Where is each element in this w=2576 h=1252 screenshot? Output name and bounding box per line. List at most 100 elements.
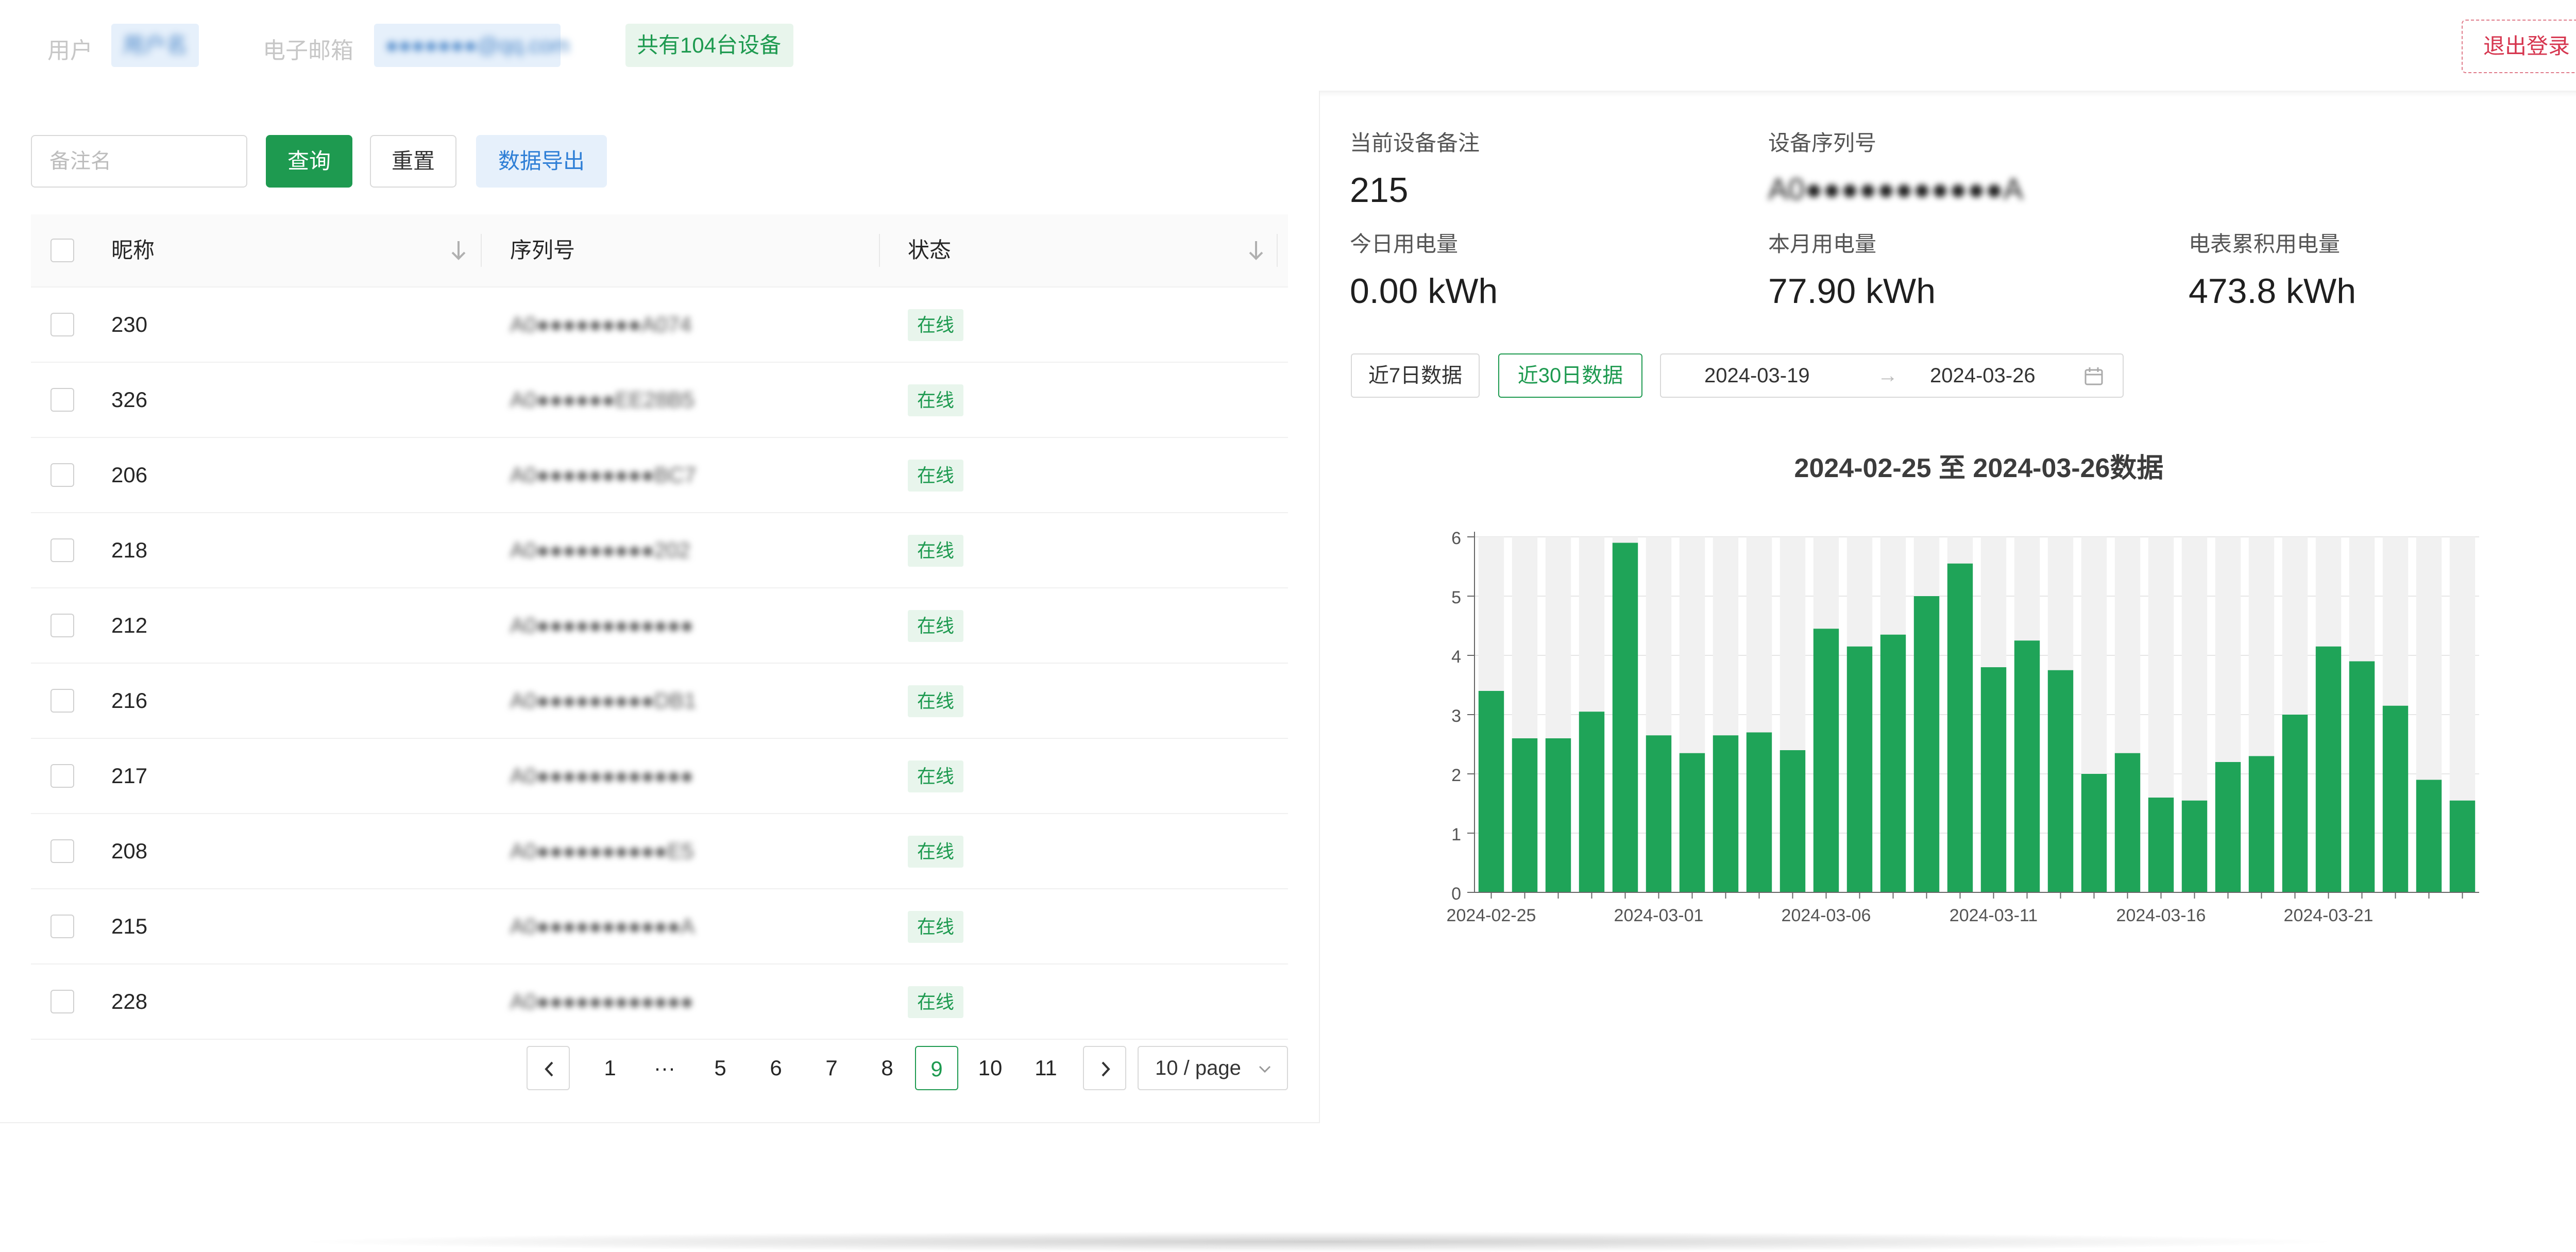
y-tick-label: 0: [1451, 884, 1461, 904]
table-row[interactable]: 206 A0●●●●●●●●●BC7 在线: [31, 438, 1288, 513]
chart-title: 2024-02-25 至 2024-03-26数据: [1794, 453, 2164, 483]
table-row[interactable]: 216 A0●●●●●●●●●DB1 在线: [31, 664, 1288, 739]
sort-arrow-icon[interactable]: [448, 237, 469, 264]
bar-2024-03-08: [1880, 634, 1906, 892]
row-serial: A0●●●●●●●●●●●A: [510, 914, 695, 938]
row-serial: A0●●●●●●●●●●E5: [510, 839, 694, 863]
y-tick-label: 3: [1451, 706, 1461, 726]
status-badge: 在线: [908, 760, 964, 792]
last-7-days-button[interactable]: 近7日数据: [1351, 353, 1480, 398]
table-row[interactable]: 218 A0●●●●●●●●●202 在线: [31, 513, 1288, 588]
top-header: 用户 用户名 电子邮箱 ●●●●●●●@qq.com 共有104台设备 退出登录: [0, 0, 2576, 91]
row-nickname: 230: [111, 312, 148, 336]
email-value: ●●●●●●●@qq.com: [385, 33, 570, 57]
page-button[interactable]: 1: [604, 1056, 616, 1080]
row-serial: A0●●●●●●●●A074: [510, 312, 692, 336]
email-label: 电子邮箱: [263, 38, 353, 63]
select-all-checkbox[interactable]: [50, 239, 74, 262]
row-checkbox[interactable]: [50, 538, 74, 562]
bar-2024-02-27: [1545, 738, 1571, 892]
prev-page-button[interactable]: [527, 1046, 570, 1090]
status-badge: 在线: [908, 460, 964, 492]
row-checkbox[interactable]: [50, 764, 74, 788]
status-badge: 在线: [908, 986, 964, 1018]
bar-2024-03-14: [2081, 774, 2107, 892]
sort-arrow-icon[interactable]: [1246, 237, 1266, 264]
range-arrow-icon: →: [1877, 364, 1898, 387]
row-serial: A0●●●●●●●●●●●●: [510, 613, 693, 637]
table-row[interactable]: 217 A0●●●●●●●●●●●● 在线: [31, 739, 1288, 814]
remark-search-input[interactable]: [31, 135, 247, 188]
page-button[interactable]: 10: [978, 1056, 1003, 1080]
page-button[interactable]: 6: [770, 1056, 782, 1080]
x-tick-label: 2024-03-06: [1782, 906, 1871, 925]
y-tick-label: 5: [1451, 588, 1461, 607]
column-divider: [879, 234, 880, 267]
bar-2024-03-25: [2449, 800, 2476, 892]
bar-2024-03-10: [1947, 563, 1973, 892]
page-button[interactable]: 11: [1035, 1056, 1057, 1080]
bar-2024-03-18: [2215, 762, 2241, 892]
bar-2024-03-12: [2014, 640, 2040, 892]
start-date[interactable]: 2024-03-19: [1704, 364, 1810, 387]
table-row[interactable]: 228 A0●●●●●●●●●●●● 在线: [31, 965, 1288, 1040]
column-divider: [1277, 234, 1278, 267]
page-button[interactable]: 7: [825, 1056, 838, 1080]
total-usage-label: 电表累积用电量: [2189, 232, 2341, 256]
table-row[interactable]: 326 A0●●●●●●EE28B5 在线: [31, 363, 1288, 438]
pagination-ellipsis[interactable]: ···: [654, 1056, 675, 1080]
bar-2024-02-29: [1612, 543, 1638, 892]
row-nickname: 326: [111, 387, 148, 412]
next-page-button[interactable]: [1083, 1046, 1126, 1090]
bar-2024-03-17: [2181, 800, 2208, 892]
row-checkbox[interactable]: [50, 313, 74, 336]
y-tick-label: 6: [1451, 529, 1461, 548]
pagination: 10 / page 1 ··· 5 6 7 8 9 10 11: [0, 1046, 1320, 1092]
table-row[interactable]: 215 A0●●●●●●●●●●●A 在线: [31, 889, 1288, 965]
y-tick-label: 1: [1451, 825, 1461, 844]
row-checkbox[interactable]: [50, 463, 74, 487]
device-count-badge: 共有104台设备: [625, 24, 793, 67]
table-row[interactable]: 212 A0●●●●●●●●●●●● 在线: [31, 588, 1288, 664]
bar-2024-03-21: [2315, 646, 2342, 892]
page-button[interactable]: 5: [714, 1056, 726, 1080]
last-30-days-button[interactable]: 近30日数据: [1498, 353, 1642, 398]
remark-value: 215: [1350, 171, 1409, 210]
end-date[interactable]: 2024-03-26: [1930, 364, 2036, 387]
row-checkbox[interactable]: [50, 915, 74, 938]
table-row[interactable]: 230 A0●●●●●●●●A074 在线: [31, 287, 1288, 363]
row-serial: A0●●●●●●●●●DB1: [510, 688, 697, 713]
user-label: 用户: [47, 38, 93, 63]
row-checkbox[interactable]: [50, 689, 74, 713]
reset-button[interactable]: 重置: [370, 135, 456, 188]
export-button[interactable]: 数据导出: [476, 135, 607, 188]
row-serial: A0●●●●●●●●●●●●: [510, 989, 693, 1013]
row-checkbox[interactable]: [50, 614, 74, 637]
bar-2024-03-19: [2248, 756, 2275, 892]
user-badge: 用户名: [111, 24, 199, 67]
bar-2024-03-24: [2416, 780, 2442, 892]
row-checkbox[interactable]: [50, 839, 74, 863]
row-checkbox[interactable]: [50, 388, 74, 412]
row-nickname: 216: [111, 688, 148, 713]
bar-2024-03-02: [1679, 753, 1705, 892]
status-badge: 在线: [908, 685, 964, 717]
status-badge: 在线: [908, 309, 964, 341]
bar-2024-03-04: [1746, 732, 1772, 892]
bar-2024-02-26: [1512, 738, 1538, 892]
page-size-select[interactable]: 10 / page: [1138, 1046, 1288, 1090]
date-range-picker[interactable]: 2024-03-19 → 2024-03-26: [1660, 353, 2124, 398]
row-checkbox[interactable]: [50, 990, 74, 1013]
total-usage-value: 473.8 kWh: [2189, 272, 2357, 311]
table-row[interactable]: 208 A0●●●●●●●●●●E5 在线: [31, 814, 1288, 889]
today-usage-value: 0.00 kWh: [1350, 272, 1498, 311]
x-tick-label: 2024-03-11: [1950, 906, 2038, 925]
column-divider: [481, 234, 482, 267]
page-button-current[interactable]: 9: [915, 1046, 958, 1090]
page-button[interactable]: 8: [881, 1056, 893, 1080]
calendar-icon: [2084, 367, 2103, 385]
query-button[interactable]: 查询: [266, 135, 352, 188]
bar-2024-02-25: [1478, 691, 1504, 892]
status-badge: 在线: [908, 384, 964, 416]
logout-button[interactable]: 退出登录: [2462, 20, 2576, 73]
